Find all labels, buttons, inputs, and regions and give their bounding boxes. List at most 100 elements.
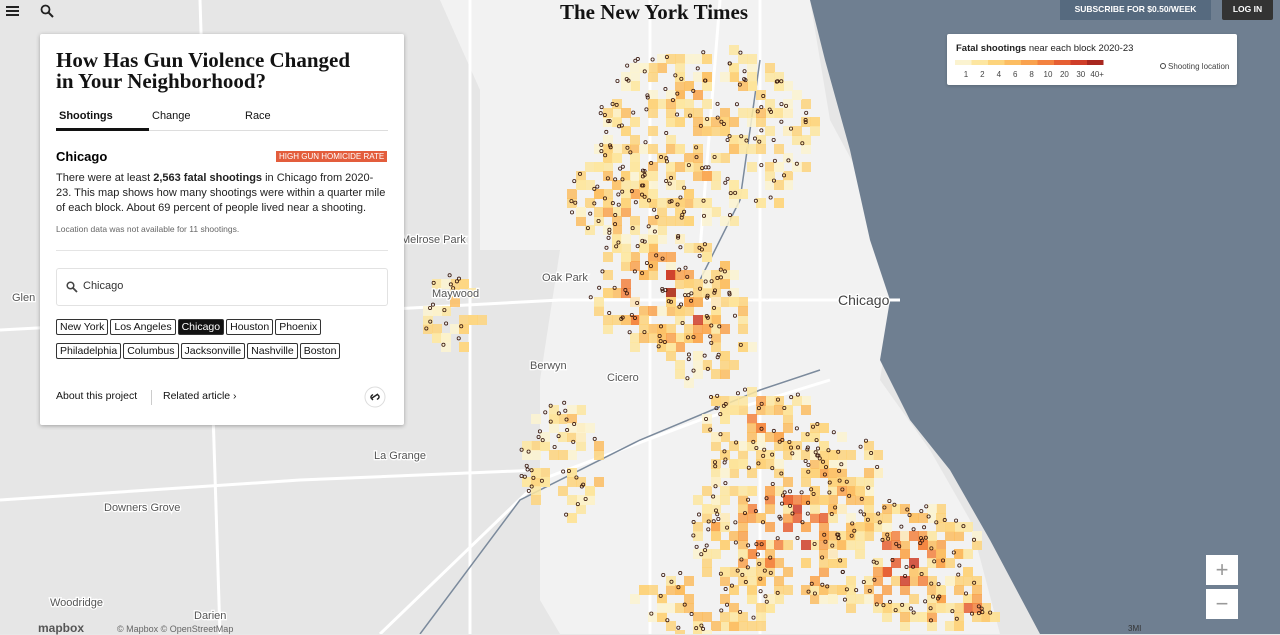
shooting-dot	[606, 119, 611, 124]
heat-cell	[819, 441, 829, 451]
shooting-dot	[897, 544, 902, 549]
menu-icon[interactable]	[6, 4, 20, 23]
heat-cell	[684, 270, 694, 280]
heat-cell	[738, 189, 748, 199]
heat-cell	[729, 621, 739, 631]
shooting-dot	[759, 542, 764, 547]
heat-cell	[666, 306, 676, 316]
heat-cell	[882, 612, 892, 622]
heat-cell	[630, 216, 640, 226]
heat-cell	[630, 342, 640, 352]
heat-cell	[873, 468, 883, 478]
heat-cell	[792, 135, 802, 145]
heat-cell	[621, 252, 631, 262]
shooting-dot	[839, 462, 844, 467]
heat-cell	[729, 603, 739, 613]
shooting-dot	[662, 339, 667, 344]
shooting-dot	[596, 218, 601, 223]
heat-cell	[783, 450, 793, 460]
shooting-dot	[761, 94, 766, 99]
shooting-dot	[660, 256, 665, 261]
shooting-dot	[592, 436, 597, 441]
city-button[interactable]: Nashville	[247, 343, 298, 359]
zoom-in[interactable]: +	[1206, 555, 1238, 585]
heat-cell	[666, 324, 676, 334]
heat-cell	[774, 144, 784, 154]
heat-cell	[792, 450, 802, 460]
heat-cell	[666, 342, 676, 352]
shooting-dot	[552, 445, 557, 450]
heat-cell	[846, 513, 856, 523]
shooting-dot	[424, 326, 429, 331]
marker-symbol	[1160, 63, 1166, 69]
heat-cell	[774, 486, 784, 496]
heat-cell	[648, 243, 658, 253]
search-icon[interactable]	[40, 4, 54, 23]
heat-cell	[801, 405, 811, 415]
link[interactable]: About this project	[56, 390, 138, 402]
city-button[interactable]: Jacksonville	[180, 343, 246, 359]
heat-cell	[765, 459, 775, 469]
shooting-dot	[614, 244, 619, 249]
tab[interactable]: Shootings	[59, 110, 113, 122]
search-box[interactable]: Chicago	[56, 268, 388, 306]
city-button[interactable]: Chicago	[177, 319, 225, 335]
shooting-dot	[539, 478, 544, 483]
heat-cell	[864, 486, 874, 496]
subscribe-button[interactable]: SUBSCRIBE FOR $0.50/WEEK	[1060, 0, 1211, 20]
city-button[interactable]: Los Angeles	[110, 319, 176, 335]
heat-cell	[792, 396, 802, 406]
shooting-dot	[795, 392, 800, 397]
heat-cell	[891, 540, 901, 550]
shooting-dots	[424, 50, 993, 631]
shooting-dot	[657, 333, 662, 338]
heat-cell	[765, 432, 775, 442]
heat-cell	[936, 603, 946, 613]
zoom-out[interactable]: −	[1206, 589, 1238, 619]
login-button[interactable]: LOG IN	[1222, 0, 1273, 20]
shooting-dot	[703, 279, 708, 284]
heat-cell	[747, 72, 757, 82]
shooting-dot	[718, 412, 723, 417]
heat-cell	[738, 441, 748, 451]
heat-cell	[738, 504, 748, 514]
shooting-dot	[644, 107, 649, 112]
heat-cell	[729, 216, 739, 226]
share-link-button[interactable]	[364, 386, 386, 408]
shooting-dot	[836, 449, 841, 454]
heat-cell	[684, 297, 694, 307]
shooting-dot	[606, 235, 611, 240]
tab[interactable]: Race	[245, 110, 271, 122]
heat-cell	[648, 234, 658, 244]
heat-cell	[657, 324, 667, 334]
city-button[interactable]: Phoenix	[275, 319, 322, 335]
shooting-dot	[459, 324, 464, 329]
link[interactable]: Related article ›	[163, 390, 237, 402]
heat-cell	[774, 576, 784, 586]
logo[interactable]: The New York Times	[560, 0, 749, 24]
shooting-dot	[712, 288, 717, 293]
shooting-dot	[890, 557, 895, 562]
shooting-dot	[705, 295, 710, 300]
text: in Chicago from 2020-23. This map shows …	[56, 172, 386, 214]
city-button[interactable]: Houston	[226, 319, 274, 335]
shooting-dot	[758, 589, 763, 594]
heat-cell	[567, 414, 577, 424]
heat-cell	[747, 144, 757, 154]
heat-cell	[846, 540, 856, 550]
heat-cell	[855, 477, 865, 487]
city-button[interactable]: Boston	[299, 343, 341, 359]
city-button[interactable]: Columbus	[123, 343, 179, 359]
heat-cell	[855, 594, 865, 604]
heat-cell	[720, 513, 730, 523]
city-button[interactable]: Philadelphia	[56, 343, 122, 359]
shooting-dot	[970, 611, 975, 616]
city-button[interactable]: New York	[56, 319, 109, 335]
heat-cell	[747, 504, 757, 514]
shooting-dot	[900, 602, 905, 607]
shooting-dot	[822, 532, 827, 537]
tab[interactable]: Change	[152, 110, 191, 122]
shooting-dot	[814, 438, 819, 443]
heat-cell	[630, 333, 640, 343]
heat-cell	[900, 576, 910, 586]
